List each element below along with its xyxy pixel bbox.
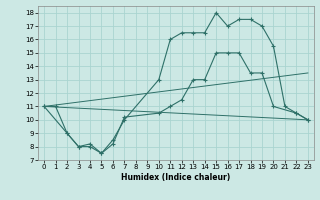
X-axis label: Humidex (Indice chaleur): Humidex (Indice chaleur) [121,173,231,182]
